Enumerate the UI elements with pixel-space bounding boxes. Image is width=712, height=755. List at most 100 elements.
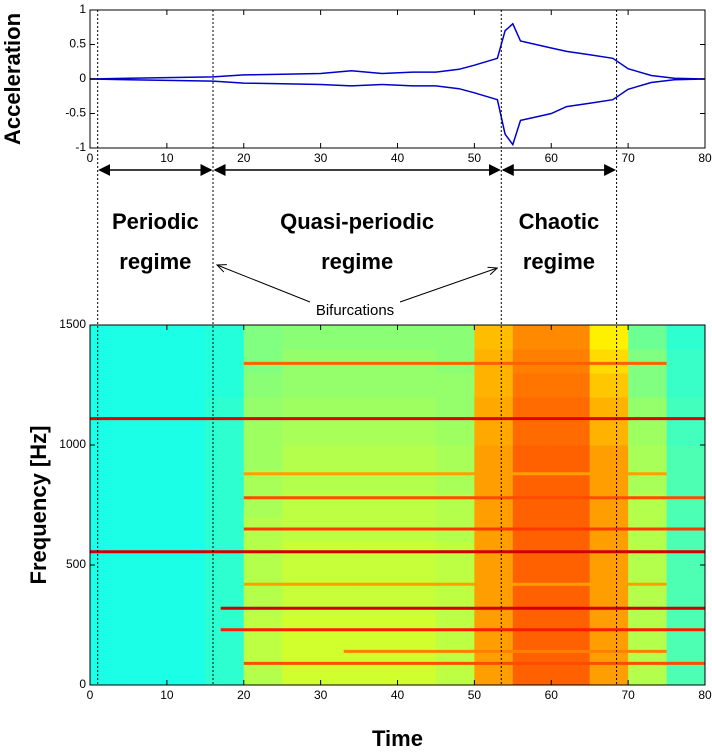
heat-cell [435, 373, 475, 398]
heat-cell [205, 589, 245, 614]
heat-cell [397, 373, 437, 398]
x-tick-label: 80 [698, 688, 712, 702]
heat-cell [205, 325, 245, 350]
y-tick-label: 0 [79, 677, 86, 691]
heat-cell [90, 349, 129, 374]
x-tick-label: 70 [621, 151, 635, 165]
heat-cell [551, 373, 591, 398]
bifurcation-label: Bifurcations [316, 302, 394, 319]
heat-cell [90, 373, 129, 398]
heat-cell [666, 589, 706, 614]
heat-cell [90, 589, 129, 614]
y-tick-label: 0.5 [69, 37, 86, 51]
heat-cell [282, 349, 322, 374]
heat-cell [359, 421, 398, 446]
heat-cell [359, 565, 398, 590]
heat-cell [666, 661, 706, 686]
heat-cell [205, 517, 245, 542]
heat-cell [166, 469, 206, 494]
heat-cell [90, 493, 129, 518]
heat-cell [435, 349, 475, 374]
heat-cell [205, 613, 245, 638]
y-tick-label: -1 [75, 140, 86, 154]
heat-cell [359, 589, 398, 614]
heat-cell [166, 637, 206, 662]
heat-cell [551, 637, 591, 662]
heat-cell [243, 661, 283, 686]
signal-envelope [89, 78, 706, 147]
heat-cell [474, 613, 514, 638]
heat-cell [474, 589, 514, 614]
x-tick-label: 30 [314, 688, 328, 702]
regime-label: Periodic regime [111, 209, 199, 274]
x-tick-label: 0 [87, 688, 94, 702]
heat-cell [359, 637, 398, 662]
heat-cell [551, 661, 591, 686]
heat-cell [90, 445, 129, 470]
heat-cell [166, 589, 206, 614]
x-tick-label: 40 [391, 688, 405, 702]
heat-cell [435, 565, 475, 590]
heat-cell [320, 445, 360, 470]
heat-cell [128, 637, 168, 662]
heat-cell [666, 325, 706, 350]
heat-cell [512, 349, 552, 374]
heat-cell [205, 445, 245, 470]
heat-cell [435, 637, 475, 662]
heat-cell [90, 661, 129, 686]
heat-cell [589, 565, 629, 590]
heat-cell [205, 637, 245, 662]
y-tick-label: 1 [79, 2, 86, 16]
heat-cell [551, 421, 591, 446]
heat-cell [205, 373, 245, 398]
x-tick-label: 20 [237, 688, 251, 702]
heat-cell [282, 421, 322, 446]
heat-cell [512, 325, 552, 350]
heat-cell [359, 325, 398, 350]
heat-cell [282, 589, 322, 614]
heat-cell [474, 349, 514, 374]
heat-cell [128, 517, 168, 542]
heat-cell [166, 349, 206, 374]
y-tick-label: 1500 [59, 317, 86, 331]
heat-cell [397, 613, 437, 638]
heat-cell [205, 349, 245, 374]
heat-cell [474, 373, 514, 398]
heat-cell [90, 421, 129, 446]
heat-cell [397, 637, 437, 662]
heat-cell [551, 613, 591, 638]
heat-cell [205, 421, 245, 446]
heat-cell [628, 661, 668, 686]
heat-cell [90, 613, 129, 638]
y-axis-label: Acceleration [0, 13, 25, 145]
heat-cell [320, 325, 360, 350]
heat-cell [397, 445, 437, 470]
x-tick-label: 50 [468, 151, 482, 165]
heat-cell [90, 517, 129, 542]
heat-cell [474, 637, 514, 662]
heat-cell [512, 445, 552, 470]
heat-cell [474, 421, 514, 446]
heat-cell [589, 589, 629, 614]
x-tick-label: 10 [160, 688, 174, 702]
x-tick-label: 30 [314, 151, 328, 165]
heat-cell [512, 613, 552, 638]
heat-cell [128, 325, 168, 350]
heat-cell [628, 325, 668, 350]
heat-cell [589, 445, 629, 470]
heat-cell [243, 325, 283, 350]
heat-cell [128, 613, 168, 638]
heat-cell [589, 613, 629, 638]
heat-cell [666, 637, 706, 662]
heat-cell [589, 325, 629, 350]
heat-cell [166, 325, 206, 350]
heat-cell [243, 349, 283, 374]
heat-cell [128, 445, 168, 470]
heat-cell [243, 373, 283, 398]
heat-cell [282, 373, 322, 398]
heat-cell [243, 421, 283, 446]
heat-cell [243, 445, 283, 470]
heat-cell [166, 445, 206, 470]
